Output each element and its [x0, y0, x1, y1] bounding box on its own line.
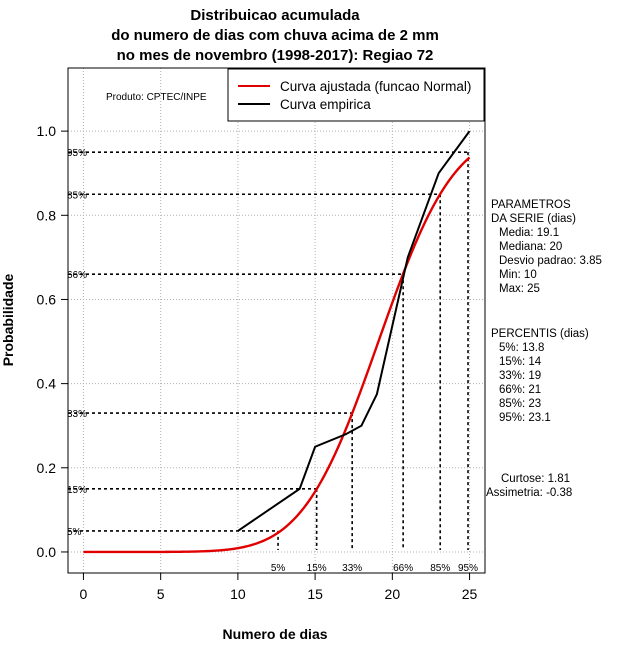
y-tick-label-2: 0.4	[37, 376, 57, 392]
legend-label-normal: Curva ajustada (funcao Normal)	[280, 79, 471, 94]
percentil-15: 15%: 14	[499, 356, 542, 368]
chart-title-line-3: no mes de novembro (1998-2017): Regiao 7…	[117, 47, 434, 64]
parametro-desvio: Desvio padrao: 3.85	[499, 255, 602, 267]
percentile-left-label-2: 33%	[67, 409, 87, 420]
percentile-guides: 5% 5% 15% 15% 33% 33% 66% 66% 85% 85% 95% 95%	[67, 148, 478, 574]
percentile-left-label-5: 95%	[67, 148, 87, 159]
credit-text: Produto: CPTEC/INPE	[106, 92, 207, 103]
percentile-bottom-label-2: 33%	[342, 563, 362, 574]
chart-title-line-1: Distribuicao acumulada	[190, 7, 360, 24]
x-tick-label-4: 20	[385, 586, 401, 602]
percentile-left-label-4: 85%	[67, 190, 87, 201]
y-tick-label-1: 0.2	[37, 460, 57, 476]
percentile-left-label-3: 66%	[67, 270, 87, 281]
parametro-min: Min: 10	[499, 269, 537, 281]
x-tick-label-3: 15	[307, 586, 323, 602]
percentile-bottom-label-0: 5%	[271, 563, 286, 574]
percentile-left-label-0: 5%	[67, 527, 82, 538]
x-tick-label-0: 0	[80, 586, 88, 602]
y-tick-label-5: 1.0	[37, 123, 57, 139]
legend-box	[227, 68, 485, 122]
axes: 0 5 10 15 20 25 0.0 0.2 0.4 0.6 0.8 1.0	[37, 123, 478, 602]
series-layer	[83, 130, 471, 554]
x-tick-label-1: 5	[157, 586, 165, 602]
percentil-66: 66%: 21	[499, 384, 541, 396]
chart-title-line-2: do numero de dias com chuva acima de 2 m…	[111, 27, 439, 44]
assimetria-text: Assimetria: -0.38	[486, 487, 572, 499]
parametro-mediana: Mediana: 20	[499, 241, 562, 253]
x-axis-label: Numero de dias	[222, 626, 327, 642]
y-tick-label-3: 0.6	[37, 291, 57, 307]
plot-frame	[67, 67, 486, 574]
percentil-5: 5%: 13.8	[499, 342, 544, 354]
y-tick-label-4: 0.8	[37, 207, 57, 223]
percentis-title: PERCENTIS (dias)	[491, 328, 589, 340]
percentile-bottom-label-5: 95%	[458, 563, 478, 574]
parametros-title-1: PARAMETROS	[491, 199, 571, 211]
y-axis-label: Probabilidade	[0, 274, 16, 367]
legend-label-empirical: Curva empirica	[280, 97, 371, 112]
stats-panel: PARAMETROS DA SERIE (dias) Media: 19.1 M…	[486, 199, 602, 499]
percentil-33: 33%: 19	[499, 370, 541, 382]
percentile-bottom-label-4: 85%	[430, 563, 450, 574]
parametros-title-2: DA SERIE (dias)	[491, 213, 576, 225]
percentil-85: 85%: 23	[499, 398, 541, 410]
legend: Curva ajustada (funcao Normal) Curva emp…	[227, 68, 485, 122]
parametro-max: Max: 25	[499, 283, 540, 295]
percentil-95: 95%: 23.1	[499, 412, 551, 424]
percentile-left-label-1: 15%	[67, 485, 87, 496]
x-tick-label-5: 25	[462, 586, 478, 602]
curtose-text: Curtose: 1.81	[501, 473, 570, 485]
percentile-bottom-label-1: 15%	[307, 563, 327, 574]
percentile-bottom-label-3: 66%	[393, 563, 413, 574]
parametro-media: Media: 19.1	[499, 227, 559, 239]
x-tick-label-2: 10	[230, 586, 246, 602]
y-tick-label-0: 0.0	[37, 544, 57, 560]
